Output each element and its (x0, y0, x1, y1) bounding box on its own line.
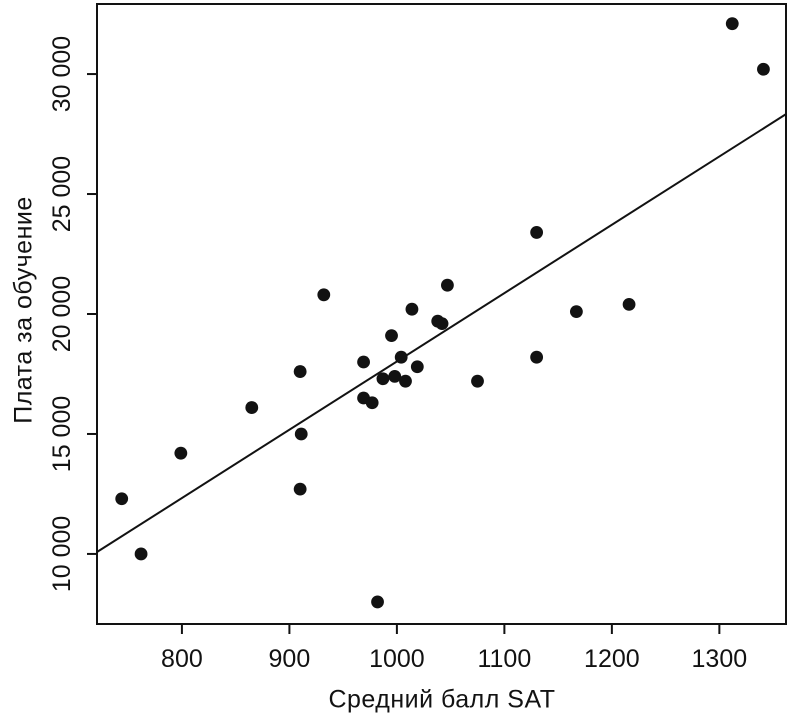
data-point (293, 365, 307, 378)
data-point (471, 374, 484, 388)
data-point (293, 482, 307, 496)
data-point (530, 350, 544, 364)
data-point (622, 298, 636, 311)
data-point (134, 547, 148, 561)
data-point (365, 396, 379, 410)
data-point (405, 302, 419, 316)
y-tick-label: 15 000 (48, 396, 76, 472)
data-point (725, 17, 739, 31)
x-tick-label: 1100 (477, 645, 531, 673)
data-point (435, 317, 449, 330)
data-point (317, 288, 331, 302)
trend-line (96, 113, 787, 553)
plot-frame (96, 3, 787, 625)
y-tick-label: 10 000 (48, 516, 76, 592)
y-tick-label: 20 000 (48, 276, 76, 352)
data-point (399, 374, 412, 388)
data-point (174, 446, 188, 460)
data-point (388, 369, 402, 383)
x-tick-label: 1000 (369, 645, 425, 673)
x-axis-label: Средний балл SAT (328, 685, 556, 714)
y-tick-label: 30 000 (48, 36, 76, 112)
data-point (376, 372, 390, 386)
data-point (115, 492, 129, 506)
data-point (357, 355, 370, 369)
data-point (245, 401, 259, 414)
data-point (441, 278, 454, 292)
data-point (410, 360, 424, 374)
x-tick-label: 1300 (692, 645, 748, 673)
data-point (394, 350, 408, 364)
data-point (530, 226, 544, 239)
data-point (294, 427, 308, 441)
data-point (385, 329, 398, 342)
x-tick-label: 900 (269, 645, 311, 673)
y-tick-label: 25 000 (48, 156, 76, 232)
data-point (757, 62, 770, 76)
x-tick-label: 1200 (584, 645, 640, 673)
x-tick-label: 800 (161, 645, 203, 673)
data-point (569, 305, 583, 319)
y-axis-label: Плата за обучение (9, 196, 38, 424)
data-point (371, 595, 384, 609)
